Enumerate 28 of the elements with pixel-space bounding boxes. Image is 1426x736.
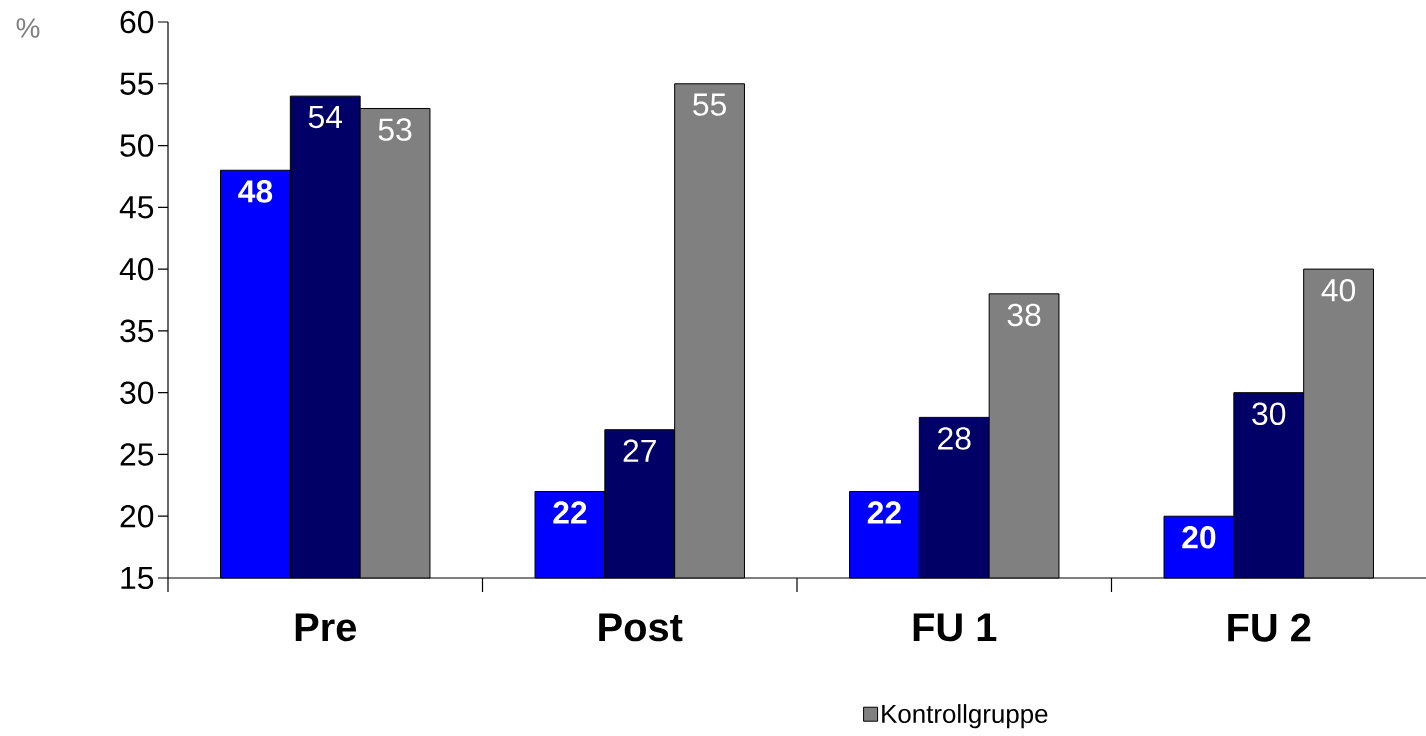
- data-label: 48: [238, 180, 273, 203]
- y-axis-title: %: [16, 18, 40, 38]
- y-tick-label: 50: [120, 134, 154, 157]
- y-tick-label: 15: [121, 566, 154, 590]
- y-tick-label: 40: [119, 257, 154, 281]
- data-label: 22: [867, 501, 901, 524]
- y-tick-label: 45: [119, 196, 154, 219]
- legend-label: Kontrollgruppe: [882, 704, 1048, 729]
- y-tick-label: 30: [120, 381, 154, 404]
- data-label: 27: [623, 439, 656, 462]
- data-label: 20: [1182, 526, 1216, 549]
- data-label: 54: [308, 105, 343, 129]
- data-label: 28: [938, 427, 971, 450]
- data-label: 53: [378, 118, 412, 141]
- x-tick-label: FU 1: [913, 613, 997, 642]
- data-label: 55: [693, 93, 726, 116]
- y-tick-label: 25: [120, 443, 154, 466]
- data-label: 38: [1007, 303, 1041, 327]
- y-tick-label: 60: [120, 10, 154, 34]
- data-label: 40: [1321, 278, 1356, 302]
- x-tick-label: FU 2: [1228, 613, 1311, 642]
- data-label: 30: [1252, 402, 1286, 426]
- x-tick-label: Pre: [295, 613, 356, 642]
- y-tick-label: 20: [120, 504, 154, 528]
- y-tick-label: 55: [120, 72, 154, 95]
- x-tick-label: Post: [599, 613, 683, 642]
- y-tick-label: 35: [120, 319, 154, 343]
- data-label: 22: [553, 501, 587, 524]
